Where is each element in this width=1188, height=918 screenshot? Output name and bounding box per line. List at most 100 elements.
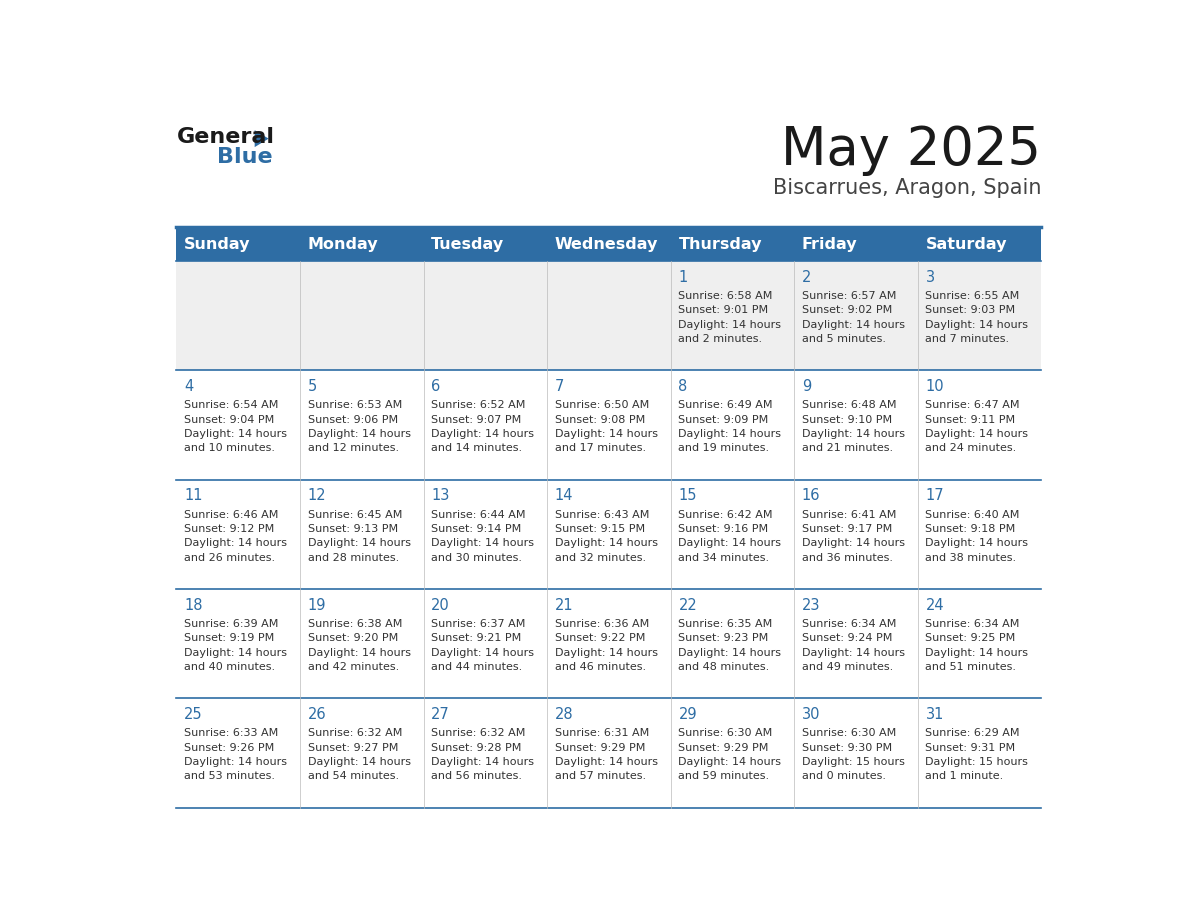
Text: Sunrise: 6:36 AM: Sunrise: 6:36 AM [555, 619, 649, 629]
Text: Daylight: 14 hours: Daylight: 14 hours [678, 319, 782, 330]
Text: Sunrise: 6:33 AM: Sunrise: 6:33 AM [184, 729, 278, 738]
Text: and 54 minutes.: and 54 minutes. [308, 771, 399, 781]
Text: and 40 minutes.: and 40 minutes. [184, 662, 276, 672]
Bar [299, 699, 423, 808]
Bar [546, 589, 671, 699]
Text: Sunrise: 6:43 AM: Sunrise: 6:43 AM [555, 509, 649, 520]
Bar [546, 261, 671, 371]
Text: and 14 minutes.: and 14 minutes. [431, 443, 523, 453]
Text: 4: 4 [184, 379, 194, 394]
Text: Daylight: 15 hours: Daylight: 15 hours [802, 757, 905, 767]
Bar [299, 589, 423, 699]
Text: 8: 8 [678, 379, 688, 394]
Text: and 10 minutes.: and 10 minutes. [184, 443, 276, 453]
Text: 27: 27 [431, 707, 450, 722]
Text: Sunrise: 6:58 AM: Sunrise: 6:58 AM [678, 291, 772, 301]
Text: and 44 minutes.: and 44 minutes. [431, 662, 523, 672]
Text: and 32 minutes.: and 32 minutes. [555, 553, 646, 563]
Text: Sunrise: 6:57 AM: Sunrise: 6:57 AM [802, 291, 896, 301]
Text: and 1 minute.: and 1 minute. [925, 771, 1004, 781]
Bar [546, 480, 671, 589]
Text: Sunset: 9:04 PM: Sunset: 9:04 PM [184, 415, 274, 425]
Text: Daylight: 14 hours: Daylight: 14 hours [555, 757, 658, 767]
Text: Sunset: 9:27 PM: Sunset: 9:27 PM [308, 743, 398, 753]
Text: Sunset: 9:02 PM: Sunset: 9:02 PM [802, 306, 892, 316]
Text: 19: 19 [308, 598, 327, 612]
Text: Daylight: 14 hours: Daylight: 14 hours [184, 429, 287, 439]
Bar [423, 699, 546, 808]
Text: 3: 3 [925, 270, 935, 285]
Text: 30: 30 [802, 707, 821, 722]
Text: and 57 minutes.: and 57 minutes. [555, 771, 646, 781]
Text: Daylight: 14 hours: Daylight: 14 hours [555, 538, 658, 548]
Text: 6: 6 [431, 379, 441, 394]
Text: Sunset: 9:31 PM: Sunset: 9:31 PM [925, 743, 1016, 753]
Text: Sunset: 9:13 PM: Sunset: 9:13 PM [308, 524, 398, 534]
Text: Sunset: 9:30 PM: Sunset: 9:30 PM [802, 743, 892, 753]
Text: Sunset: 9:25 PM: Sunset: 9:25 PM [925, 633, 1016, 644]
Text: 17: 17 [925, 488, 944, 503]
Text: Daylight: 14 hours: Daylight: 14 hours [308, 538, 411, 548]
Bar [671, 261, 795, 371]
Text: Sunset: 9:18 PM: Sunset: 9:18 PM [925, 524, 1016, 534]
Text: Sunset: 9:01 PM: Sunset: 9:01 PM [678, 306, 769, 316]
Text: Daylight: 14 hours: Daylight: 14 hours [431, 538, 535, 548]
Text: Daylight: 14 hours: Daylight: 14 hours [308, 647, 411, 657]
Text: and 19 minutes.: and 19 minutes. [678, 443, 770, 453]
Text: Sunrise: 6:41 AM: Sunrise: 6:41 AM [802, 509, 896, 520]
Text: 23: 23 [802, 598, 821, 612]
Bar [423, 261, 546, 371]
Text: and 17 minutes.: and 17 minutes. [555, 443, 646, 453]
Text: Daylight: 14 hours: Daylight: 14 hours [802, 319, 905, 330]
Polygon shape [254, 130, 268, 147]
Text: Biscarrues, Aragon, Spain: Biscarrues, Aragon, Spain [773, 178, 1042, 198]
Bar [176, 480, 299, 589]
Text: Sunrise: 6:44 AM: Sunrise: 6:44 AM [431, 509, 526, 520]
Text: Sunset: 9:21 PM: Sunset: 9:21 PM [431, 633, 522, 644]
Bar [299, 261, 423, 371]
Text: 29: 29 [678, 707, 697, 722]
Text: Friday: Friday [802, 237, 858, 252]
Text: Sunrise: 6:47 AM: Sunrise: 6:47 AM [925, 400, 1020, 410]
Text: Daylight: 14 hours: Daylight: 14 hours [184, 538, 287, 548]
Text: and 12 minutes.: and 12 minutes. [308, 443, 399, 453]
Text: Sunday: Sunday [184, 237, 251, 252]
Text: and 34 minutes.: and 34 minutes. [678, 553, 770, 563]
Text: Sunrise: 6:42 AM: Sunrise: 6:42 AM [678, 509, 773, 520]
Text: Daylight: 14 hours: Daylight: 14 hours [925, 429, 1029, 439]
Text: Tuesday: Tuesday [431, 237, 505, 252]
Text: 24: 24 [925, 598, 944, 612]
Text: and 56 minutes.: and 56 minutes. [431, 771, 523, 781]
Bar [423, 371, 546, 480]
Bar [546, 699, 671, 808]
Text: Daylight: 14 hours: Daylight: 14 hours [431, 757, 535, 767]
Text: 14: 14 [555, 488, 574, 503]
Bar [795, 371, 918, 480]
Text: and 24 minutes.: and 24 minutes. [925, 443, 1017, 453]
Bar [299, 480, 423, 589]
Text: Sunset: 9:15 PM: Sunset: 9:15 PM [555, 524, 645, 534]
Text: 10: 10 [925, 379, 944, 394]
Text: Daylight: 14 hours: Daylight: 14 hours [431, 647, 535, 657]
Text: Sunset: 9:03 PM: Sunset: 9:03 PM [925, 306, 1016, 316]
Text: 31: 31 [925, 707, 944, 722]
Text: 12: 12 [308, 488, 327, 503]
Text: Sunrise: 6:30 AM: Sunrise: 6:30 AM [802, 729, 896, 738]
Bar [918, 699, 1042, 808]
Text: 2: 2 [802, 270, 811, 285]
Text: Sunset: 9:06 PM: Sunset: 9:06 PM [308, 415, 398, 425]
Text: Sunset: 9:17 PM: Sunset: 9:17 PM [802, 524, 892, 534]
Text: and 46 minutes.: and 46 minutes. [555, 662, 646, 672]
Bar [176, 589, 299, 699]
Text: Sunrise: 6:52 AM: Sunrise: 6:52 AM [431, 400, 525, 410]
Text: Sunset: 9:07 PM: Sunset: 9:07 PM [431, 415, 522, 425]
Bar [176, 699, 299, 808]
Bar [671, 371, 795, 480]
Text: Sunrise: 6:38 AM: Sunrise: 6:38 AM [308, 619, 402, 629]
Text: Daylight: 14 hours: Daylight: 14 hours [678, 647, 782, 657]
Text: Sunset: 9:20 PM: Sunset: 9:20 PM [308, 633, 398, 644]
Text: Daylight: 15 hours: Daylight: 15 hours [925, 757, 1029, 767]
Text: May 2025: May 2025 [782, 124, 1042, 176]
Text: and 48 minutes.: and 48 minutes. [678, 662, 770, 672]
Text: and 21 minutes.: and 21 minutes. [802, 443, 893, 453]
